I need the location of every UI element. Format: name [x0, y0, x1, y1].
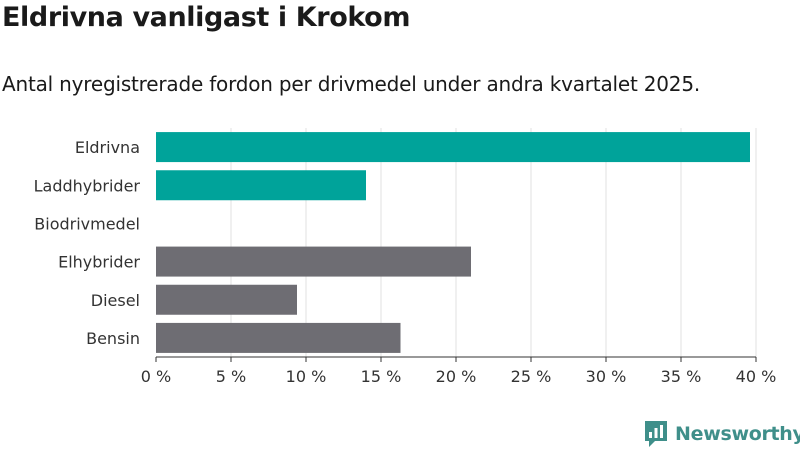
category-labels: Eldrivna Laddhybrider Biodrivmedel Elhybrid… [34, 138, 141, 348]
bar-eldrivna [156, 132, 750, 163]
x-tick-label: 25 % [511, 367, 552, 386]
category-label: Eldrivna [75, 138, 140, 157]
bar-bensin [156, 322, 401, 353]
x-tick-label: 5 % [216, 367, 246, 386]
x-tick-label: 30 % [586, 367, 627, 386]
x-axis: 0 % 5 % 10 % 15 % 20 % 25 % 30 % 35 % 40 % [141, 356, 777, 386]
newsworthy-logo-icon [645, 421, 667, 447]
brand-name: Newsworthy [675, 423, 800, 445]
category-label: Bensin [86, 329, 140, 348]
x-tick-label: 15 % [361, 367, 402, 386]
bars [156, 132, 750, 353]
gridlines [230, 128, 757, 357]
brand-logo: Newsworthy [643, 419, 800, 449]
x-tick-label: 10 % [286, 367, 327, 386]
x-tick-label: 0 % [141, 367, 171, 386]
category-label: Elhybrider [58, 253, 140, 272]
bar-diesel [156, 284, 297, 315]
category-label: Diesel [91, 291, 140, 310]
category-label: Laddhybrider [34, 176, 141, 195]
bar-elhybrider [156, 246, 471, 277]
x-tick-label: 40 % [736, 367, 777, 386]
x-tick-label: 20 % [436, 367, 477, 386]
chart-subtitle: Antal nyregistrerade fordon per drivmede… [2, 72, 701, 96]
bar-laddhybrider [156, 170, 366, 201]
category-label: Biodrivmedel [34, 214, 140, 233]
chart-title: Eldrivna vanligast i Krokom [2, 2, 411, 33]
x-tick-label: 35 % [661, 367, 702, 386]
